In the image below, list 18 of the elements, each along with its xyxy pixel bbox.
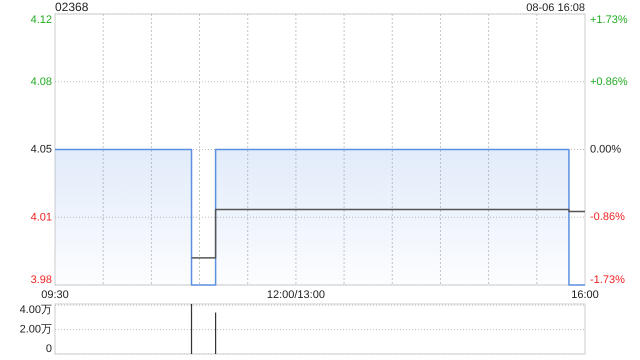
x-tick-label: 12:00/13:00 [266, 289, 325, 301]
chart-title: 02368 [55, 0, 89, 14]
y-tick-label: 2.00万 [20, 324, 52, 336]
y-tick-label: 4.00万 [20, 304, 52, 316]
y2-tick-label: +0.86% [590, 76, 628, 88]
y-tick-label: 4.01 [30, 211, 52, 224]
x-tick-label: 16:00 [571, 289, 599, 301]
y2-tick-label: +1.73% [590, 14, 628, 26]
x-tick-label: 09:30 [41, 289, 69, 301]
chart-subtitle: 08-06 16:08 [526, 2, 585, 14]
y-tick-label: 0 [46, 343, 52, 355]
y-tick-label: 4.08 [30, 76, 52, 88]
y2-tick-label: -0.86% [590, 210, 626, 223]
y-tick-label: 4.12 [30, 14, 52, 26]
y2-tick-label: 0.00% [590, 144, 622, 156]
y-tick-label: 3.98 [30, 274, 52, 286]
y2-tick-label: -1.73% [590, 274, 626, 286]
y-tick-label: 4.05 [30, 144, 52, 156]
